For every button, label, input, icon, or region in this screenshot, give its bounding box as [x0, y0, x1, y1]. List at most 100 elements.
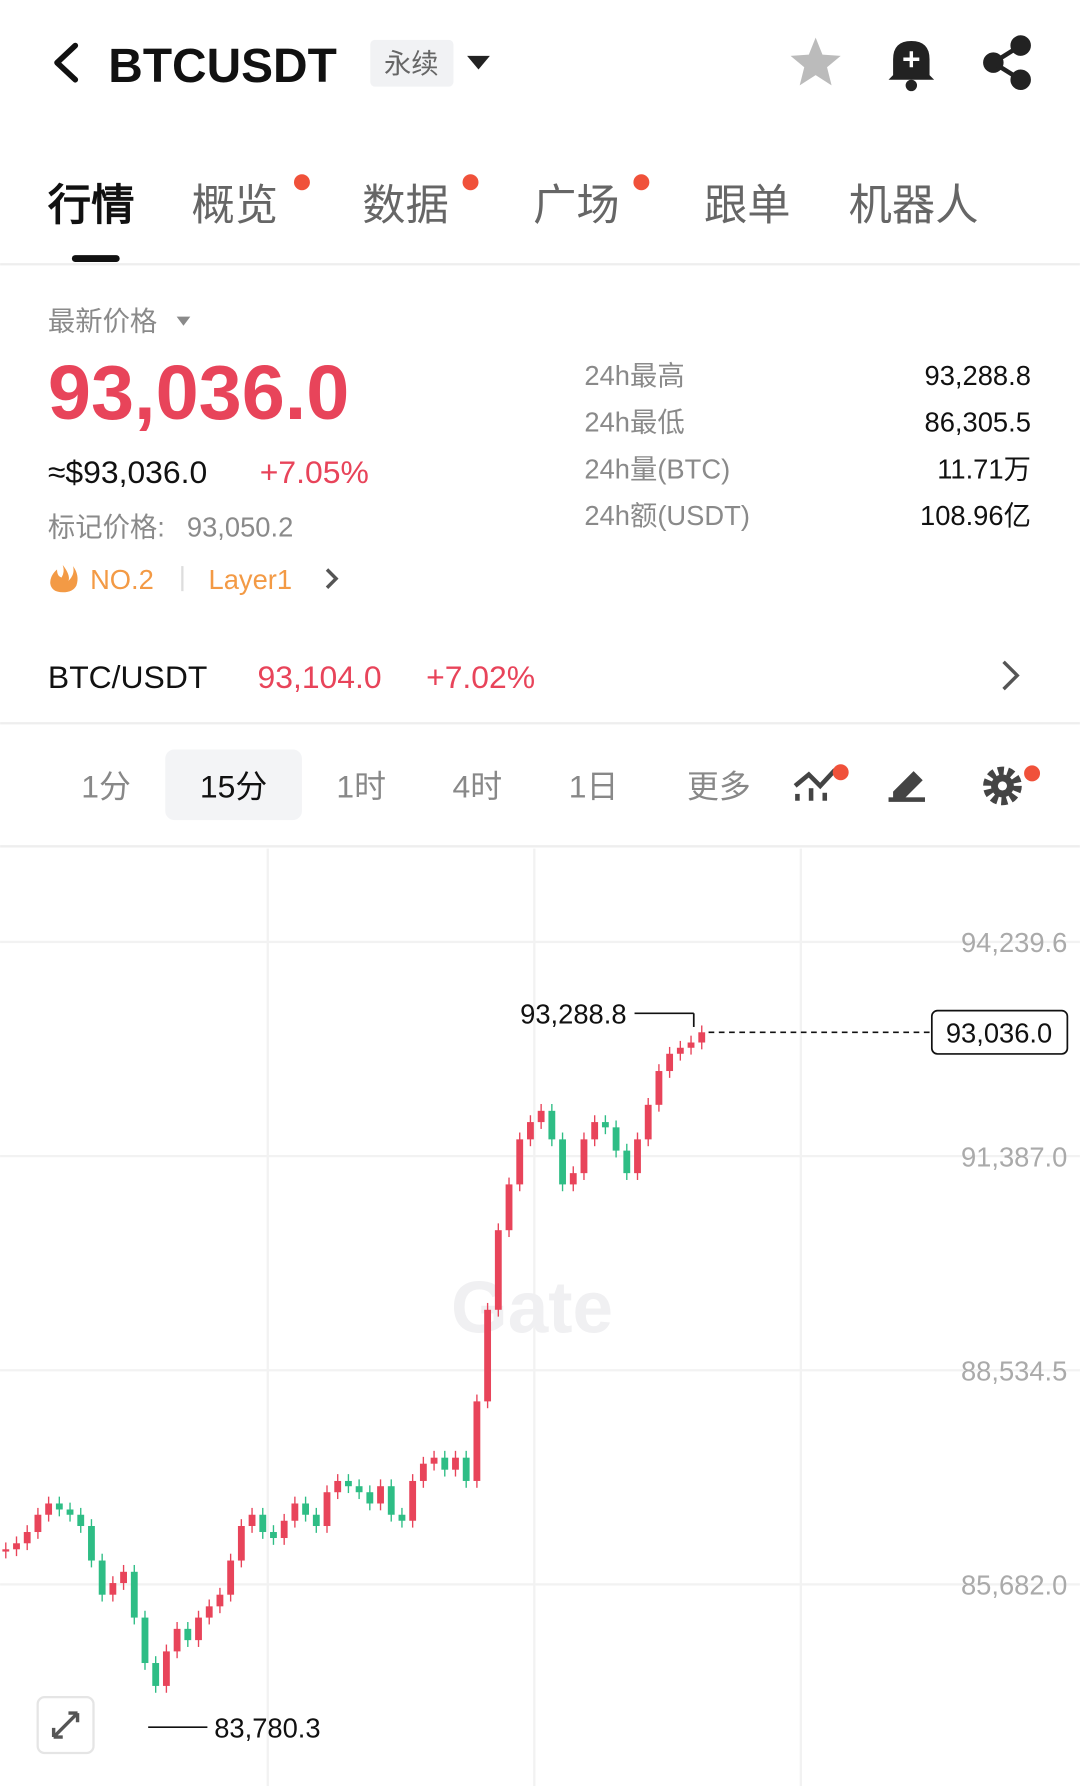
interval[interactable]: 4时 — [453, 768, 503, 804]
badge-bg — [370, 39, 454, 87]
mark-price: 93,050.2 — [187, 511, 293, 542]
tab[interactable]: 机器人 — [849, 182, 979, 230]
candle — [473, 1401, 481, 1481]
interval[interactable]: 更多 — [687, 768, 751, 804]
candle — [548, 1110, 556, 1140]
candle — [505, 1184, 513, 1231]
candle — [120, 1571, 127, 1584]
interval[interactable]: 1分 — [81, 768, 131, 804]
tag-chevron[interactable] — [325, 568, 339, 589]
indicator-icon[interactable] — [793, 768, 837, 801]
candle — [77, 1514, 85, 1527]
interval[interactable]: 1日 — [569, 768, 619, 804]
candle — [302, 1503, 310, 1515]
y-tick-label: 82,829.4 — [961, 1784, 1067, 1786]
draw-icon[interactable] — [888, 771, 925, 802]
candle — [580, 1139, 588, 1174]
usd-price: ≈$93,036.0 — [48, 454, 207, 490]
candle — [227, 1560, 235, 1595]
share-icon[interactable] — [983, 35, 1031, 90]
dropdown[interactable] — [467, 55, 490, 70]
candle — [88, 1526, 95, 1561]
stat-value: 108.96亿 — [920, 500, 1031, 531]
candle — [248, 1514, 256, 1527]
candle — [173, 1628, 181, 1652]
candle — [666, 1053, 674, 1072]
candle — [601, 1122, 609, 1128]
candle — [591, 1122, 599, 1140]
candle — [34, 1514, 42, 1533]
candle — [419, 1463, 427, 1481]
red-dot — [462, 174, 479, 191]
tab[interactable]: 广场 — [533, 182, 620, 230]
candle — [237, 1526, 245, 1561]
alert-icon[interactable] — [888, 41, 935, 92]
candle — [98, 1560, 106, 1595]
price-change: +7.05% — [260, 454, 369, 490]
candle — [441, 1457, 449, 1470]
high-label: 93,288.8 — [520, 999, 626, 1030]
price-label: 最新价格 — [48, 305, 157, 336]
red-dot — [832, 764, 849, 781]
rank: NO.2 — [90, 564, 154, 595]
tag[interactable]: Layer1 — [209, 564, 293, 595]
candle — [430, 1457, 438, 1464]
last-price-box — [930, 1009, 1069, 1055]
tab[interactable]: 概览 — [191, 182, 278, 230]
candle — [280, 1520, 288, 1539]
spot-chevron[interactable] — [1002, 660, 1020, 691]
candle — [387, 1486, 395, 1515]
settings-icon[interactable] — [983, 766, 1022, 806]
back-button[interactable] — [54, 42, 79, 83]
candle — [355, 1486, 363, 1493]
expand-icon — [51, 1711, 80, 1739]
candle — [537, 1110, 545, 1123]
candle — [623, 1150, 631, 1174]
candle — [494, 1230, 502, 1310]
candle — [162, 1651, 170, 1686]
candle — [462, 1457, 470, 1481]
tab[interactable]: 行情 — [48, 182, 135, 230]
candle — [66, 1509, 74, 1515]
candle — [13, 1543, 20, 1550]
candle — [259, 1514, 267, 1533]
candle — [270, 1532, 277, 1539]
candle — [216, 1594, 224, 1607]
stat-value: 11.71万 — [937, 453, 1031, 484]
candle — [676, 1047, 684, 1054]
candle — [23, 1532, 31, 1544]
watermark: Gate — [451, 1268, 613, 1349]
interval[interactable]: 1时 — [336, 768, 386, 804]
candle — [612, 1127, 620, 1151]
candle — [334, 1480, 342, 1493]
tab-indicator — [71, 255, 120, 262]
tab[interactable]: 数据 — [362, 182, 449, 230]
tab[interactable]: 跟单 — [704, 182, 791, 230]
price-label-arrow — [176, 316, 191, 326]
stat-label: 24h最低 — [584, 407, 684, 438]
spot-price: 93,104.0 — [258, 659, 382, 695]
fire-icon — [50, 564, 78, 593]
candle — [109, 1583, 117, 1595]
candle — [205, 1606, 213, 1618]
candle — [527, 1122, 534, 1140]
stat-label: 24h量(BTC) — [584, 453, 730, 484]
candle — [698, 1032, 706, 1043]
last-price: 93,036.0 — [48, 350, 349, 436]
stat-value: 93,288.8 — [925, 360, 1031, 391]
badge: 永续 — [384, 48, 439, 79]
candle — [195, 1617, 202, 1641]
interval[interactable]: 15分 — [200, 768, 267, 804]
candle — [634, 1139, 641, 1174]
favorite-icon[interactable] — [790, 37, 841, 86]
interval-active-bg — [165, 749, 302, 821]
candle — [141, 1617, 149, 1664]
candle — [559, 1139, 566, 1185]
candle — [655, 1071, 663, 1105]
candle — [184, 1628, 192, 1641]
spot-pair[interactable]: BTC/USDT — [48, 659, 207, 695]
candle — [366, 1492, 374, 1504]
last-price-label: 93,036.0 — [946, 1018, 1052, 1049]
